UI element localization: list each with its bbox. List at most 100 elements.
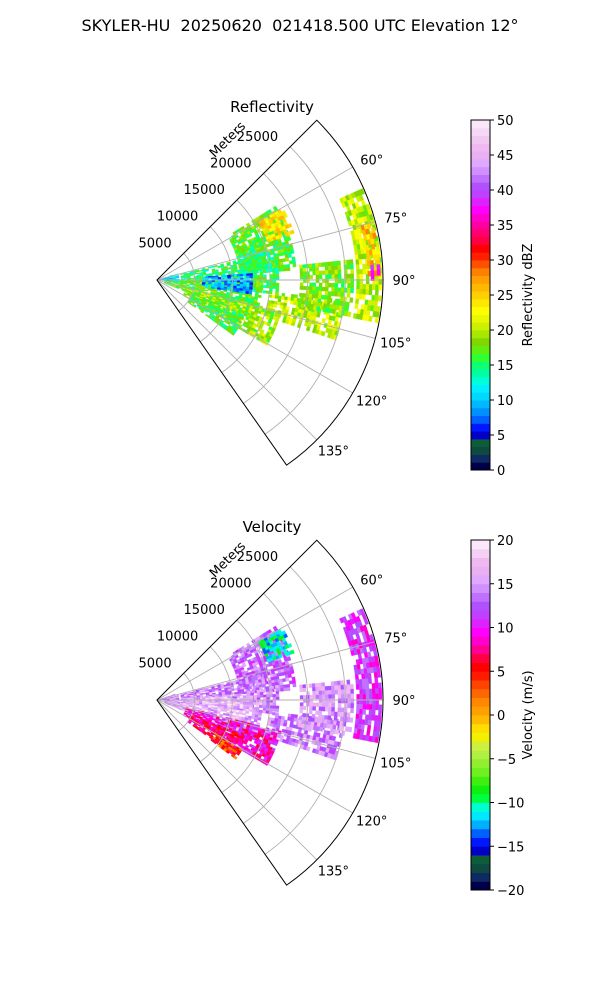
reflectivity-cell bbox=[340, 283, 345, 288]
reflectivity-cell bbox=[350, 278, 355, 284]
velocity-cell bbox=[354, 674, 359, 680]
reflectivity-cell bbox=[275, 267, 280, 272]
velocity-cell bbox=[202, 692, 207, 695]
reflectivity-panel: Reflectivity500010000150002000025000Mete… bbox=[139, 98, 536, 479]
velocity-colorbar-swatch bbox=[471, 837, 490, 847]
velocity-cell bbox=[233, 688, 238, 691]
velocity-cell bbox=[377, 720, 382, 727]
reflectivity-cell bbox=[253, 267, 257, 271]
reflectivity-cell bbox=[223, 288, 228, 291]
reflectivity-cell bbox=[318, 262, 322, 268]
reflectivity-cell bbox=[186, 282, 190, 284]
reflectivity-cell bbox=[250, 270, 254, 274]
velocity-title: Velocity bbox=[243, 518, 302, 536]
velocity-cell bbox=[349, 717, 354, 723]
velocity-cell bbox=[337, 711, 342, 717]
velocity-cell bbox=[217, 695, 222, 698]
reflectivity-cell bbox=[314, 262, 319, 268]
velocity-cell bbox=[275, 693, 280, 698]
velocity-cell bbox=[180, 700, 184, 703]
velocity-cell bbox=[375, 688, 379, 695]
reflectivity-cell bbox=[274, 259, 279, 263]
reflectivity-colorbar-swatch bbox=[471, 376, 490, 385]
velocity-cell bbox=[367, 719, 372, 726]
velocity-cell bbox=[249, 702, 253, 706]
velocity-cell bbox=[189, 691, 194, 694]
velocity-cell bbox=[378, 693, 383, 700]
velocity-colorbar-tick-label: −5 bbox=[497, 753, 516, 768]
reflectivity-cell bbox=[281, 292, 286, 297]
velocity-colorbar-swatch bbox=[471, 776, 490, 786]
velocity-cell bbox=[279, 681, 284, 686]
velocity-cell bbox=[350, 698, 355, 704]
reflectivity-cell bbox=[208, 282, 212, 285]
reflectivity-cell bbox=[245, 291, 250, 295]
reflectivity-range-ring bbox=[243, 173, 309, 404]
reflectivity-cell bbox=[275, 288, 280, 293]
velocity-cell bbox=[317, 718, 322, 724]
reflectivity-cell bbox=[307, 297, 312, 302]
reflectivity-cell bbox=[308, 263, 313, 268]
velocity-cell bbox=[290, 713, 295, 718]
reflectivity-cell bbox=[346, 264, 351, 270]
velocity-cell bbox=[186, 700, 190, 702]
reflectivity-cell bbox=[299, 271, 304, 276]
reflectivity-colorbar-swatch bbox=[471, 143, 490, 152]
velocity-cell bbox=[210, 706, 215, 709]
velocity-cell bbox=[259, 692, 264, 696]
reflectivity-cell bbox=[236, 274, 241, 277]
velocity-cell bbox=[333, 680, 338, 686]
reflectivity-cell bbox=[359, 269, 364, 275]
velocity-cell bbox=[265, 710, 270, 714]
reflectivity-cell bbox=[217, 265, 222, 269]
velocity-cell bbox=[249, 700, 253, 703]
reflectivity-cell bbox=[309, 286, 313, 291]
velocity-cell bbox=[318, 694, 323, 700]
reflectivity-cell bbox=[233, 274, 238, 277]
velocity-cell bbox=[341, 698, 345, 704]
velocity-cell bbox=[344, 693, 348, 699]
velocity-cell bbox=[346, 679, 351, 685]
velocity-cell bbox=[359, 709, 363, 715]
velocity-cell bbox=[362, 704, 367, 710]
reflectivity-colorbar-swatch bbox=[471, 314, 490, 323]
reflectivity-cell bbox=[305, 326, 311, 332]
velocity-cell bbox=[236, 702, 241, 705]
velocity-cell bbox=[356, 694, 360, 700]
reflectivity-colorbar-swatch bbox=[471, 353, 490, 362]
reflectivity-cell bbox=[236, 280, 241, 283]
velocity-colorbar-swatch bbox=[471, 767, 490, 777]
reflectivity-cell bbox=[259, 284, 264, 288]
reflectivity-cell bbox=[217, 287, 221, 290]
velocity-cell bbox=[272, 711, 276, 716]
reflectivity-cell bbox=[272, 274, 277, 278]
reflectivity-cell bbox=[242, 290, 246, 294]
velocity-cell bbox=[211, 697, 215, 700]
reflectivity-cell bbox=[205, 269, 209, 272]
reflectivity-cell bbox=[350, 273, 355, 279]
velocity-colorbar-swatch bbox=[471, 697, 490, 707]
reflectivity-colorbar-swatch bbox=[471, 431, 490, 440]
velocity-cell bbox=[376, 666, 381, 673]
reflectivity-cell bbox=[370, 275, 375, 281]
velocity-cell bbox=[274, 684, 279, 689]
reflectivity-cell bbox=[198, 269, 203, 272]
velocity-cell bbox=[274, 715, 279, 719]
reflectivity-colorbar-tick-label: 50 bbox=[497, 114, 514, 129]
reflectivity-cell bbox=[287, 253, 292, 258]
velocity-cell bbox=[358, 713, 363, 720]
velocity-cell bbox=[251, 716, 255, 720]
velocity-cell bbox=[321, 686, 326, 691]
velocity-colorbar-swatch bbox=[471, 732, 490, 742]
velocity-cell bbox=[347, 693, 351, 699]
reflectivity-cell bbox=[190, 278, 194, 280]
velocity-cell bbox=[328, 702, 332, 708]
reflectivity-cell bbox=[347, 311, 352, 318]
reflectivity-cell bbox=[370, 270, 375, 276]
reflectivity-cell bbox=[324, 266, 329, 271]
reflectivity-cell bbox=[259, 269, 264, 273]
velocity-cell bbox=[280, 687, 285, 692]
reflectivity-cell bbox=[318, 290, 323, 296]
velocity-cell bbox=[275, 696, 280, 701]
reflectivity-cell bbox=[214, 287, 218, 290]
